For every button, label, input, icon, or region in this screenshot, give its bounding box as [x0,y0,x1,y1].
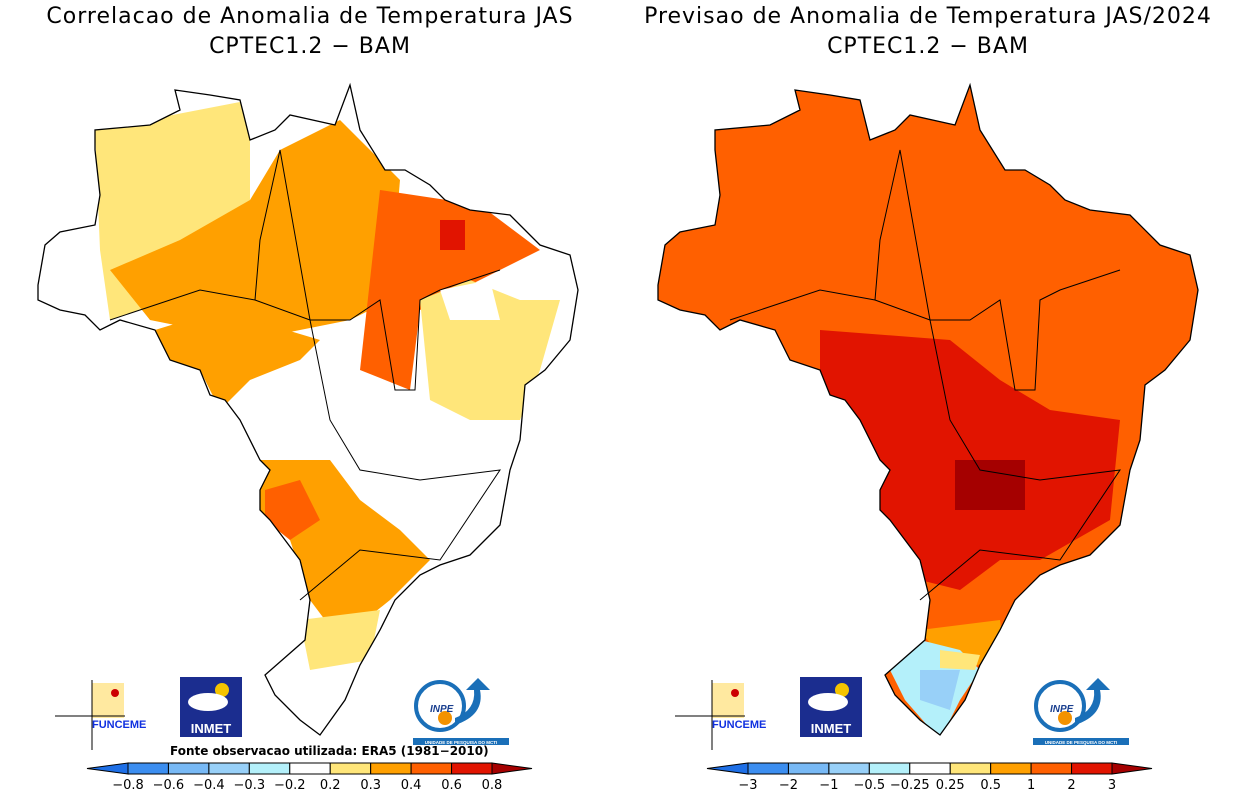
right-state-borders [729,269,1121,391]
colorbar-segment [949,762,992,775]
left-colorbar: −0.8 −0.6 −0.4 −0.3 −0.2 0.2 0.3 0.4 0.6 0.8 [86,762,533,793]
colorbar-tick-label: 0.2 [320,778,341,793]
inpe-logo: INPE UNIDADE DE PESQUISA DO MCTI [413,678,509,745]
right-region-darkred [955,460,1025,510]
colorbar-segment [990,762,1032,775]
left-state-borders-2 [254,149,502,601]
inmet-logo: INMET [180,677,242,737]
right-region-yellow [940,650,980,670]
colorbar-tick-label: 0.4 [401,778,422,793]
right-region-blue [920,670,960,710]
colorbar-tick-label: −0.3 [234,778,266,793]
right-title: Previsao de Anomalia de Temperatura JAS/… [618,2,1238,62]
colorbar-tick-label: −0.4 [193,778,225,793]
left-title: Correlacao de Anomalia de Temperatura JA… [0,2,620,62]
colorbar-tick-label: −0.8 [112,778,144,793]
left-state-borders [109,269,501,391]
left-region-red [440,220,465,250]
colorbar-segment [787,762,830,775]
left-region-orange-west [155,310,320,410]
source-note: Fonte observacao utilizada: ERA5 (1981−2… [170,744,489,758]
colorbar-tick-label: 0.8 [482,778,503,793]
colorbar-tick-label: 3 [1108,778,1116,793]
colorbar-max-arrow [491,762,533,775]
inmet-text: INMET [191,721,232,736]
colorbar-segment [127,762,169,775]
colorbar-max-arrow [1111,762,1153,775]
colorbar-segment [828,762,870,775]
funceme-text-right: FUNCEME [712,719,766,731]
inmet-logo-right: INMET [800,677,862,737]
colorbar-tick-label: 0.3 [360,778,381,793]
colorbar-tick-label: 0.6 [441,778,462,793]
colorbar-segment [451,762,493,775]
left-title-line1: Correlacao de Anomalia de Temperatura JA… [46,4,574,29]
colorbar-min-arrow [706,762,749,775]
inpe-subtext-right: UNIDADE DE PESQUISA DO MCTI [1045,740,1118,745]
right-title-line1: Previsao de Anomalia de Temperatura JAS/… [644,4,1212,29]
colorbar-tick-label: −2 [779,778,798,793]
colorbar-tick-label: −3 [738,778,757,793]
left-region-orange-north [110,120,400,340]
colorbar-segment [410,762,453,775]
inpe-logo-right: INPE UNIDADE DE PESQUISA DO MCTI [1033,678,1129,745]
left-region-red-orange-sw [265,480,320,540]
colorbar-tick-label: −0.2 [274,778,306,793]
left-map [37,84,579,736]
inpe-subtext: UNIDADE DE PESQUISA DO MCTI [425,740,498,745]
colorbar-tick-label: 1 [1027,778,1035,793]
funceme-logo: FUNCEME [55,680,146,750]
colorbar-tick-label: −0.5 [854,778,886,793]
colorbar-segment [370,762,412,775]
colorbar-segment [1030,762,1073,775]
right-colorbar: −3 −2 −1 −0.5 −0.25 0.25 0.5 1 2 3 [706,762,1153,793]
colorbar-segment [248,762,291,775]
left-title-line2: CPTEC1.2 − BAM [209,34,411,59]
funceme-text: FUNCEME [92,719,146,731]
colorbar-segment [747,762,789,775]
colorbar-min-arrow [86,762,129,775]
colorbar-segment [167,762,210,775]
colorbar-segment [329,762,372,775]
colorbar-tick-label: 0.5 [980,778,1001,793]
right-map [657,84,1199,736]
colorbar-tick-label: −0.25 [890,778,930,793]
colorbar-tick-label: 2 [1067,778,1075,793]
funceme-logo-right: FUNCEME [675,680,766,750]
colorbar-segment [208,762,250,775]
colorbar-tick-label: 0.25 [936,778,965,793]
colorbar-segment [909,762,951,775]
colorbar-tick-label: −1 [819,778,838,793]
colorbar-segment [1071,762,1113,775]
inmet-text-right: INMET [811,721,852,736]
colorbar-tick-label: −0.6 [153,778,185,793]
colorbar-segment [868,762,911,775]
right-logos: FUNCEME INMET INPE UNIDADE DE PESQUISA D… [675,677,1129,750]
right-title-line2: CPTEC1.2 − BAM [827,34,1029,59]
left-region-yellow-south [300,610,380,670]
left-logos: FUNCEME INMET INPE UNIDADE DE PESQUISA D… [55,677,509,750]
inpe-text-right: INPE [1050,704,1074,715]
left-region-white-ne [440,280,500,320]
right-state-borders-2 [874,149,1122,601]
colorbar-segment [289,762,331,775]
inpe-text: INPE [430,704,454,715]
